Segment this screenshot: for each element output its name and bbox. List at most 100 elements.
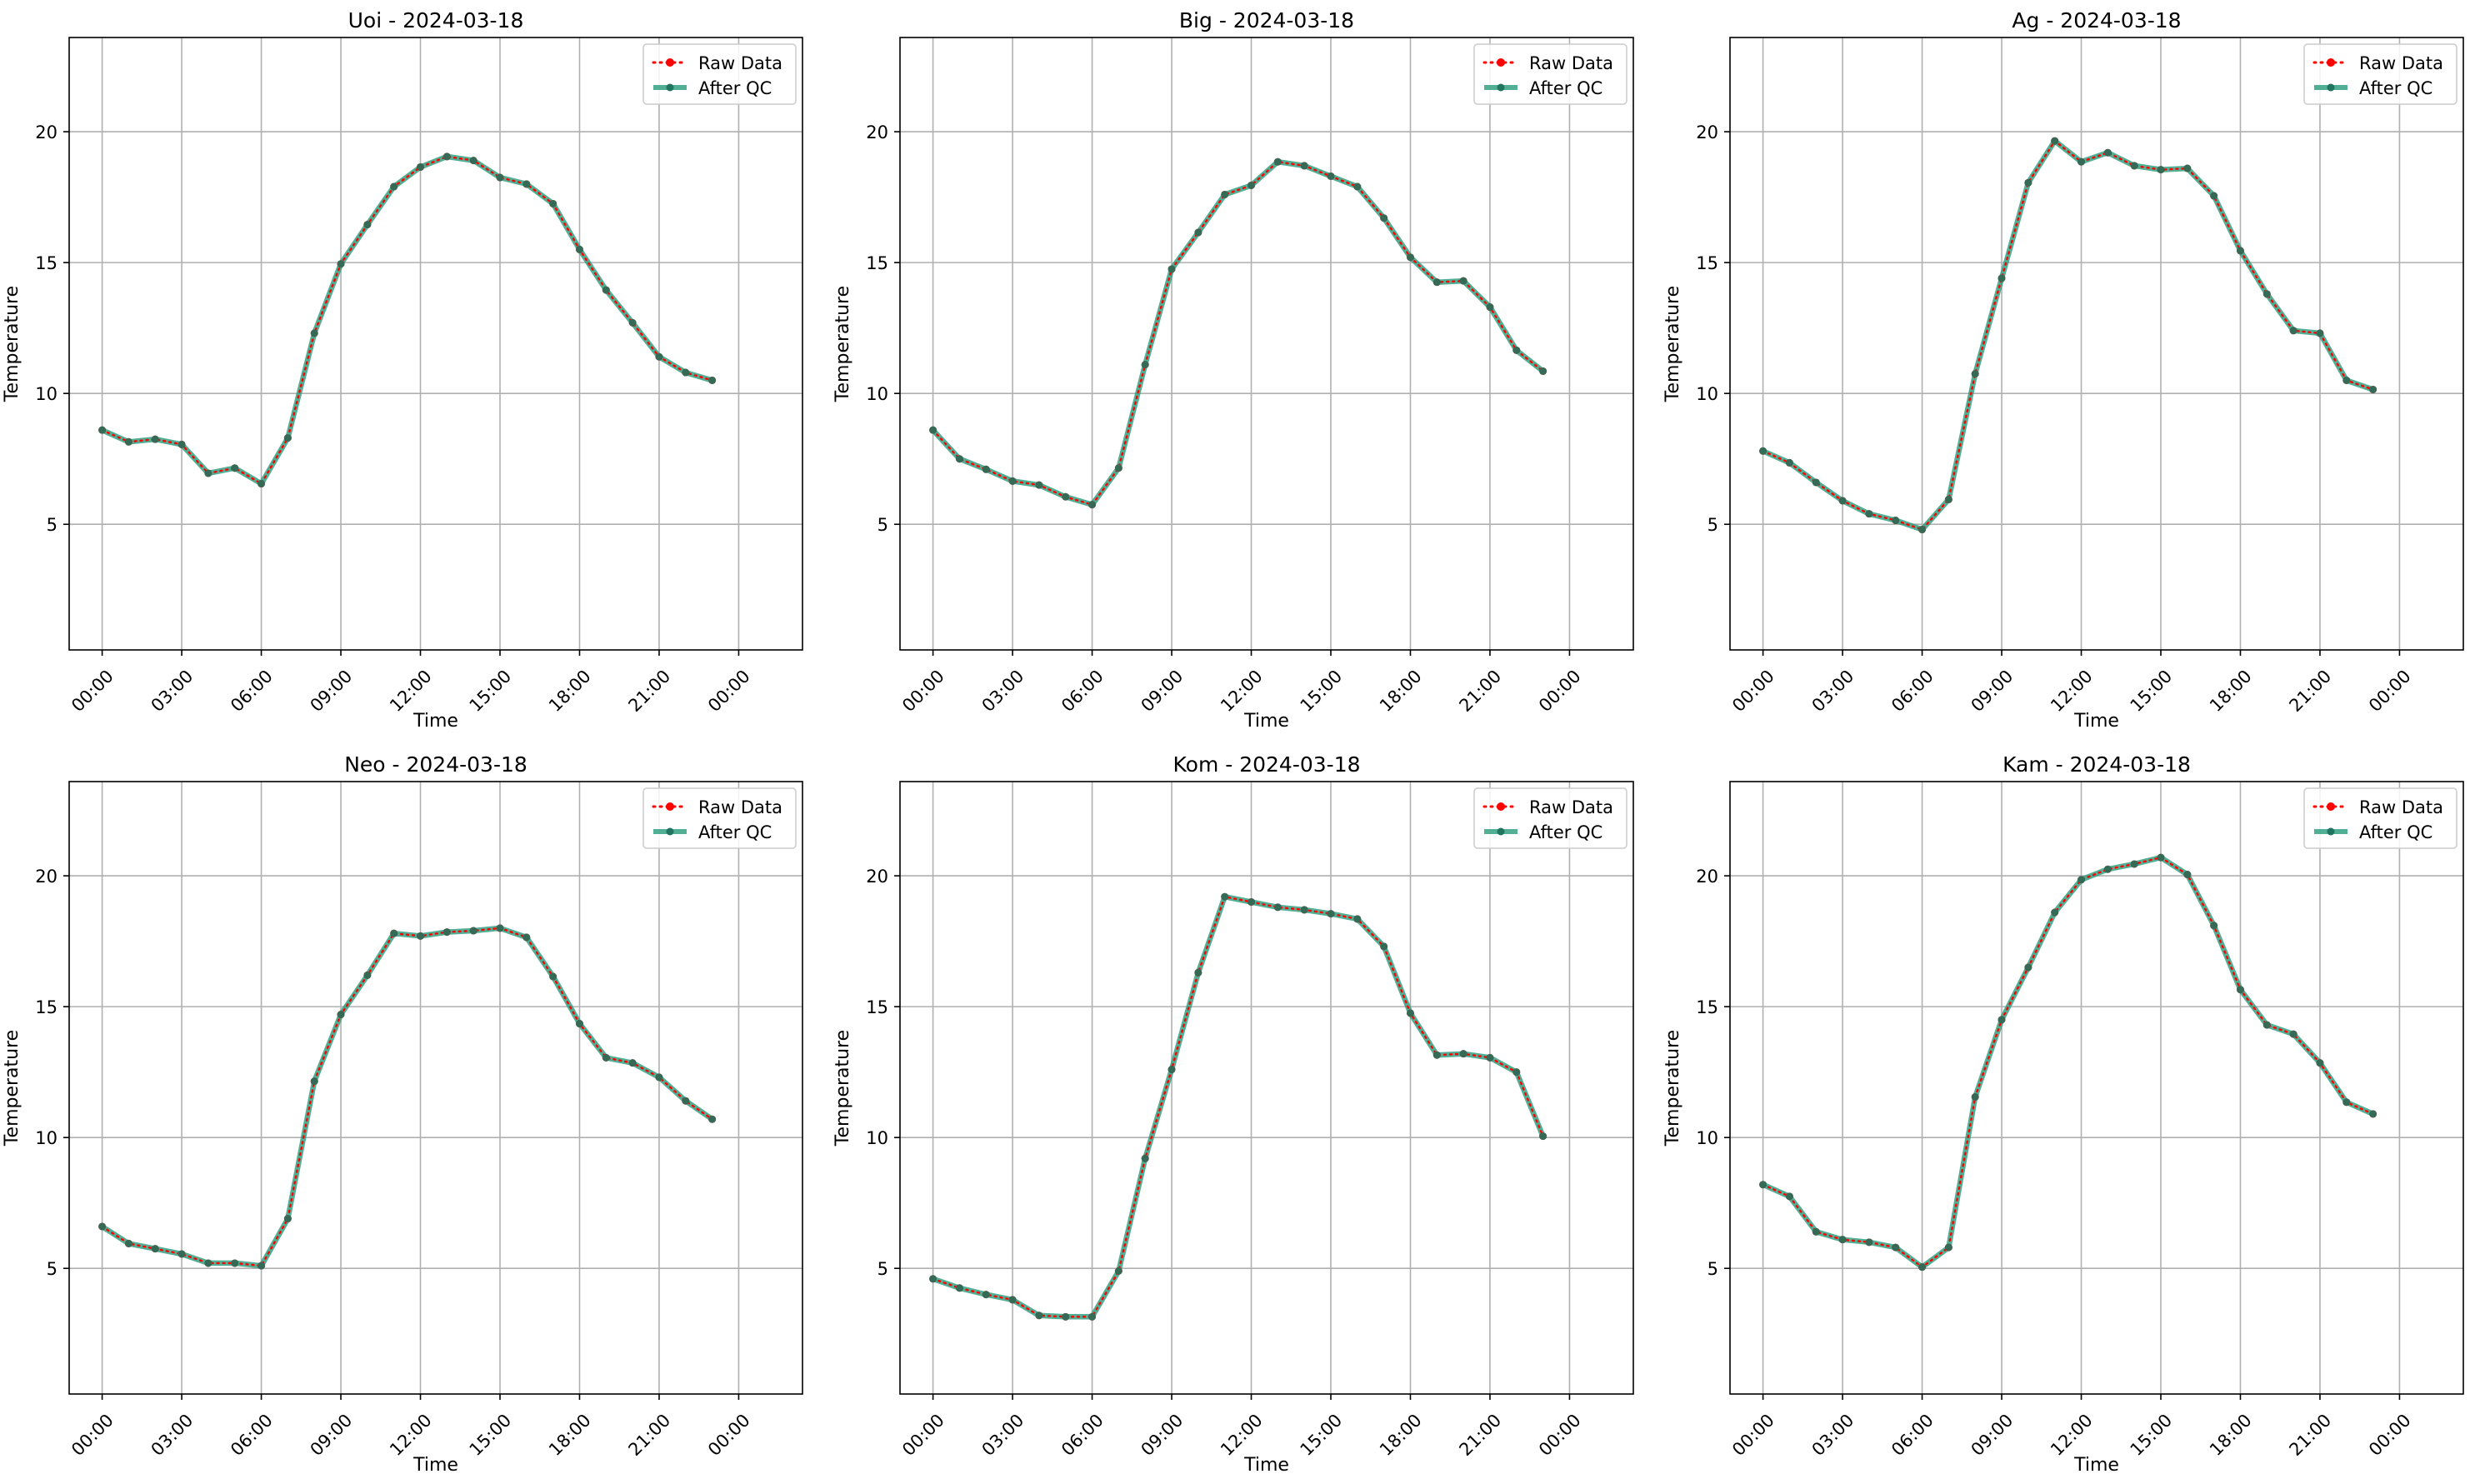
x-tick-label: 21:00 <box>2285 1410 2335 1460</box>
after-qc-point <box>1432 278 1441 287</box>
series-line-raw-data <box>101 155 713 486</box>
x-tick-label: 06:00 <box>227 1410 277 1460</box>
axes-frame <box>1729 37 2464 651</box>
after-qc-point <box>1380 942 1388 951</box>
x-tick-label: 12:00 <box>2047 1410 2097 1460</box>
y-tick-label: 5 <box>47 1259 58 1279</box>
subplot-4: Neo - 2024-03-18 5 10 15 20 00:00 03:00 06:00 09… <box>2 752 803 1476</box>
after-qc-point <box>1918 1263 1927 1272</box>
y-axis-label: Temperature <box>832 286 853 402</box>
legend-marker-after-qc <box>2327 83 2335 92</box>
x-tick-label: 00:00 <box>1535 666 1585 716</box>
series-line-after-qc <box>1760 137 2376 532</box>
after-qc-point <box>1459 277 1468 285</box>
after-qc-point <box>178 1250 186 1258</box>
after-qc-point <box>496 924 504 932</box>
after-qc-point <box>2289 1030 2298 1038</box>
y-tick-label: 20 <box>35 867 58 887</box>
after-qc-point <box>1944 1243 1952 1252</box>
legend-label-raw-data: Raw Data <box>2359 53 2443 73</box>
after-qc-point <box>1812 1227 1820 1236</box>
x-tick-label: 00:00 <box>1535 1410 1585 1460</box>
subplot-3: Ag - 2024-03-18 5 10 15 20 00:00 03:00 06:00 09:… <box>1662 8 2464 732</box>
y-tick-label: 20 <box>1696 122 1718 142</box>
x-tick-label: 12:00 <box>386 666 436 716</box>
axes-frame <box>1729 781 2464 1395</box>
after-qc-point <box>1035 1312 1043 1320</box>
legend: Raw Data After QC <box>1473 787 1628 849</box>
after-qc-point <box>1327 172 1335 180</box>
x-tick-label: 18:00 <box>545 1410 595 1460</box>
x-tick-label: 15:00 <box>2127 666 2177 716</box>
after-qc-point <box>231 464 239 472</box>
after-qc-point <box>1812 478 1820 487</box>
after-qc-point <box>929 1275 938 1283</box>
after-qc-point <box>575 245 583 253</box>
x-tick-label: 09:00 <box>1968 666 2018 716</box>
series-line-raw-data <box>932 895 1544 1318</box>
after-qc-point <box>655 352 663 361</box>
after-qc-point <box>1141 1154 1149 1162</box>
after-qc-point <box>1114 1267 1122 1275</box>
after-qc-point <box>442 928 451 937</box>
after-qc-point <box>1273 903 1282 912</box>
subplot-title: Big - 2024-03-18 <box>1179 8 1354 32</box>
legend: Raw Data After QC <box>2303 787 2458 849</box>
y-tick-label: 5 <box>1708 515 1718 535</box>
y-axis-label: Temperature <box>2 1030 22 1147</box>
x-tick-label: 15:00 <box>1297 666 1347 716</box>
x-tick-label: 21:00 <box>624 1410 674 1460</box>
after-qc-point <box>955 1284 963 1292</box>
y-tick-label: 15 <box>1696 253 1718 273</box>
legend: Raw Data After QC <box>2303 43 2458 105</box>
after-qc-point <box>417 932 425 940</box>
after-qc-point <box>1008 1296 1017 1304</box>
after-qc-point <box>1353 915 1362 923</box>
series-line-after-qc <box>930 158 1546 507</box>
axes-frame <box>68 37 803 651</box>
series-line-after-qc <box>99 153 715 487</box>
after-qc-point <box>2130 162 2138 170</box>
subplot-title: Uoi - 2024-03-18 <box>348 8 524 32</box>
after-qc-point <box>2183 164 2192 172</box>
after-qc-point <box>258 1262 266 1270</box>
legend-label-after-qc: After QC <box>698 78 772 98</box>
after-qc-point <box>417 162 425 171</box>
legend-label-raw-data: Raw Data <box>698 53 782 73</box>
subplot-6: Kam - 2024-03-18 5 10 15 20 00:00 03:00 06:00 09… <box>1662 752 2464 1476</box>
y-axis-label: Temperature <box>2 286 22 402</box>
y-axis-label: Temperature <box>1662 1030 1683 1147</box>
after-qc-point <box>1248 181 1256 189</box>
x-tick-label: 06:00 <box>227 666 277 716</box>
after-qc-point <box>1838 497 1847 505</box>
legend: Raw Data After QC <box>1473 43 1628 105</box>
x-tick-label: 12:00 <box>2047 666 2097 716</box>
x-tick-label: 12:00 <box>1217 666 1267 716</box>
after-qc-point <box>1459 1050 1468 1058</box>
after-qc-point <box>2369 385 2378 393</box>
after-qc-point <box>708 376 717 384</box>
after-qc-point <box>231 1259 239 1267</box>
after-qc-point <box>178 440 186 448</box>
after-qc-point <box>1512 1068 1521 1077</box>
y-tick-label: 20 <box>866 867 888 887</box>
x-tick-label: 00:00 <box>2365 1410 2415 1460</box>
legend: Raw Data After QC <box>642 787 797 849</box>
y-axis-label: Temperature <box>832 1030 853 1147</box>
legend-marker-raw-data <box>666 802 674 811</box>
after-qc-point <box>204 1259 212 1267</box>
y-tick-label: 10 <box>1696 1128 1718 1148</box>
after-qc-point <box>390 929 398 937</box>
after-qc-point <box>602 286 610 294</box>
x-tick-label: 00:00 <box>68 1410 118 1460</box>
after-qc-point <box>1221 892 1229 901</box>
after-qc-point <box>1168 1066 1176 1074</box>
after-qc-point <box>1865 1238 1873 1247</box>
axes-frame <box>68 781 803 1395</box>
after-qc-point <box>2316 329 2324 337</box>
after-qc-point <box>682 368 690 377</box>
x-tick-label: 00:00 <box>68 666 118 716</box>
series-line-raw-data <box>1762 139 2374 531</box>
series-line-raw-data <box>1762 856 2374 1269</box>
y-tick-label: 5 <box>1708 1259 1718 1279</box>
